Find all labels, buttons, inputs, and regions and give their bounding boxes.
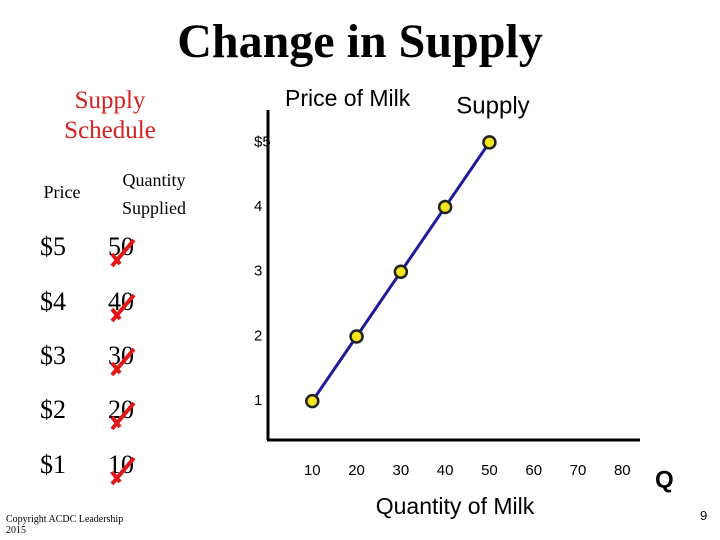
y-tick-label: 1 [254, 392, 262, 409]
y-tick-label: 2 [254, 327, 262, 344]
table-cell: $5 [40, 232, 66, 261]
x-axis-label: Quantity of Milk [376, 493, 535, 519]
series-label: Supply [456, 92, 529, 119]
y-tick-label: 4 [254, 198, 262, 215]
copyright: Copyright ACDC Leadership 2015 [6, 514, 124, 536]
slide-title: Change in Supply [177, 15, 543, 68]
data-point [349, 329, 364, 344]
table-cell: $1 [40, 450, 66, 479]
y-tick-label: $5 [254, 133, 271, 150]
table-header: Price [43, 182, 81, 202]
x-tick-label: 50 [481, 462, 498, 479]
x-tick-label: 10 [304, 462, 321, 479]
x-tick-label: 20 [348, 462, 365, 479]
y-axis-label: Price of Milk [285, 85, 411, 111]
page-number: 9 [700, 508, 708, 523]
cross-out [110, 456, 136, 486]
x-tick-label: 60 [525, 462, 542, 479]
cross-out [110, 238, 136, 268]
cross-out [110, 293, 136, 323]
x-tick-label: 80 [614, 462, 631, 479]
axis-symbol: Q [655, 466, 674, 493]
data-point [393, 264, 409, 280]
x-tick-label: 30 [393, 462, 410, 479]
schedule-title: Supply Schedule [64, 87, 156, 144]
data-point [482, 135, 497, 150]
x-tick-label: 70 [570, 462, 587, 479]
table-header: Quantity Supplied [121, 170, 186, 218]
table-cell: $3 [40, 341, 66, 370]
cross-out [110, 347, 136, 377]
data-point [305, 393, 320, 409]
x-tick-label: 40 [437, 462, 454, 479]
y-tick-label: 3 [254, 263, 262, 280]
table-cell: $2 [40, 395, 66, 424]
table-cell: $4 [40, 287, 66, 316]
data-point [437, 199, 453, 215]
cross-out [110, 401, 136, 431]
